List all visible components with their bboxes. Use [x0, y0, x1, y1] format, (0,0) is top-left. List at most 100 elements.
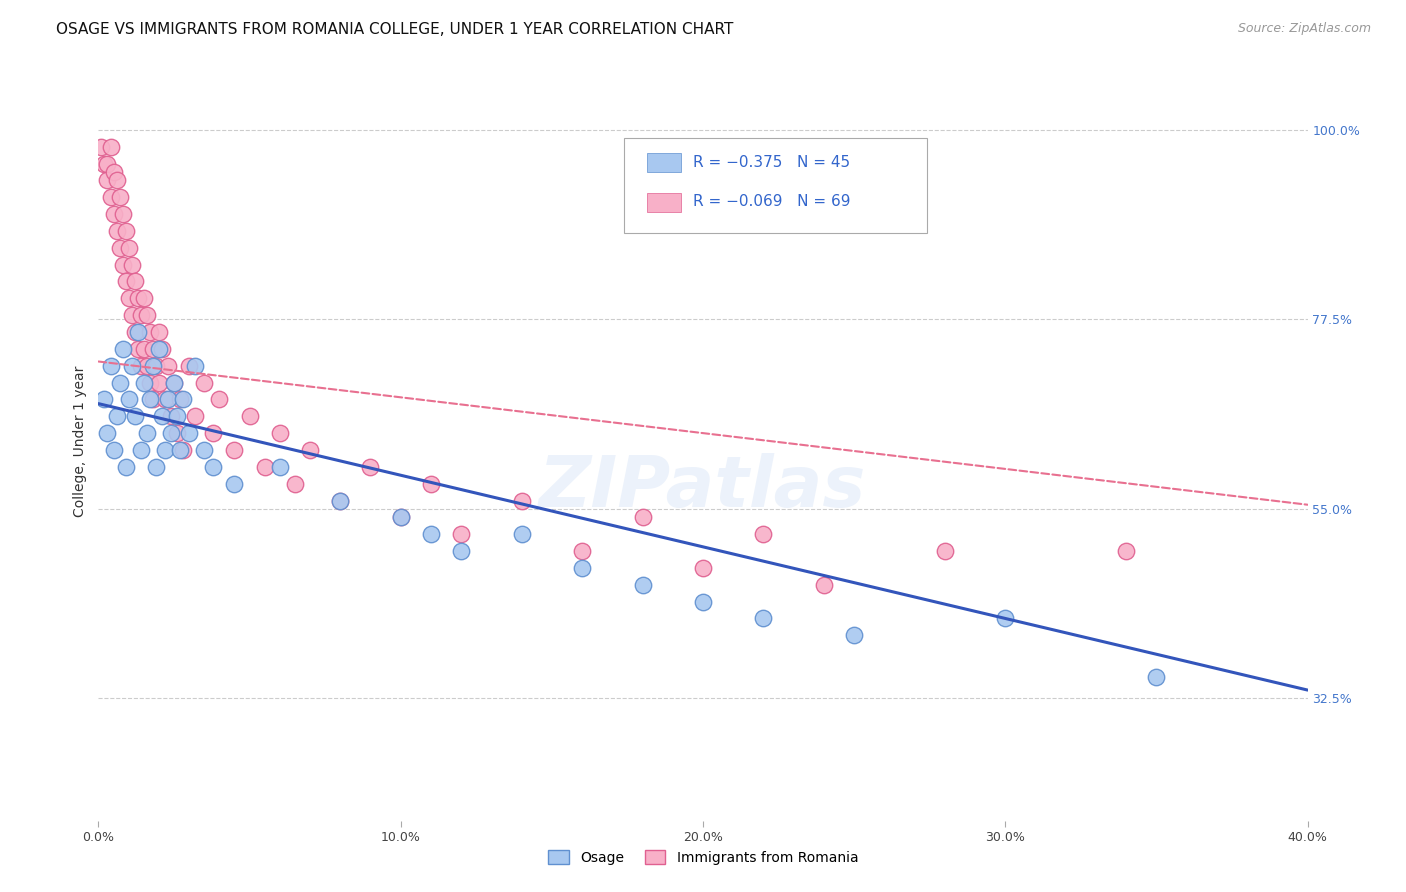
- Point: [129, 359, 152, 373]
- Point: [752, 611, 775, 625]
- Point: [145, 359, 167, 373]
- Point: [142, 342, 165, 356]
- Point: [163, 376, 186, 390]
- Point: [129, 442, 152, 457]
- Point: [208, 392, 231, 407]
- Point: [202, 459, 225, 474]
- Point: [193, 376, 215, 390]
- Point: [121, 359, 143, 373]
- Point: [114, 275, 136, 289]
- Point: [132, 376, 155, 390]
- Point: [150, 409, 173, 424]
- Text: Source: ZipAtlas.com: Source: ZipAtlas.com: [1237, 22, 1371, 36]
- Point: [100, 139, 122, 153]
- Point: [571, 544, 593, 558]
- Point: [124, 325, 146, 339]
- Point: [96, 173, 118, 187]
- Point: [299, 442, 322, 457]
- Point: [269, 459, 291, 474]
- Point: [160, 426, 183, 441]
- Point: [100, 190, 122, 204]
- Point: [103, 442, 125, 457]
- Point: [127, 291, 149, 305]
- Point: [142, 392, 165, 407]
- Point: [179, 426, 201, 441]
- Point: [752, 527, 775, 541]
- Point: [105, 224, 128, 238]
- Point: [156, 392, 179, 407]
- Point: [148, 325, 170, 339]
- Point: [127, 325, 149, 339]
- Point: [172, 442, 194, 457]
- Point: [284, 476, 307, 491]
- Point: [166, 409, 188, 424]
- Point: [145, 459, 167, 474]
- Point: [96, 426, 118, 441]
- Point: [169, 392, 191, 407]
- Point: [121, 258, 143, 272]
- FancyBboxPatch shape: [624, 138, 927, 233]
- Point: [93, 156, 115, 170]
- Point: [172, 392, 194, 407]
- Point: [510, 493, 533, 508]
- Point: [844, 628, 866, 642]
- Point: [153, 442, 176, 457]
- Point: [103, 165, 125, 179]
- Point: [329, 493, 352, 508]
- Point: [239, 409, 262, 424]
- Point: [96, 156, 118, 170]
- Text: R = −0.375   N = 45: R = −0.375 N = 45: [693, 155, 851, 170]
- Point: [114, 459, 136, 474]
- Point: [631, 578, 654, 592]
- Point: [510, 527, 533, 541]
- Point: [129, 308, 152, 322]
- Point: [103, 207, 125, 221]
- Point: [184, 359, 207, 373]
- Point: [692, 594, 714, 608]
- Point: [100, 359, 122, 373]
- Point: [420, 476, 443, 491]
- Point: [150, 342, 173, 356]
- Point: [124, 275, 146, 289]
- Point: [202, 426, 225, 441]
- Point: [360, 459, 382, 474]
- Point: [118, 241, 141, 255]
- Point: [420, 527, 443, 541]
- Point: [108, 190, 131, 204]
- Point: [111, 342, 134, 356]
- Point: [111, 207, 134, 221]
- Legend: Osage, Immigrants from Romania: Osage, Immigrants from Romania: [543, 845, 863, 871]
- Y-axis label: College, Under 1 year: College, Under 1 year: [73, 366, 87, 517]
- Point: [118, 392, 141, 407]
- Point: [132, 291, 155, 305]
- Point: [571, 561, 593, 575]
- Point: [184, 409, 207, 424]
- Point: [224, 442, 246, 457]
- Text: R = −0.069   N = 69: R = −0.069 N = 69: [693, 194, 851, 210]
- Point: [148, 342, 170, 356]
- Point: [269, 426, 291, 441]
- Point: [118, 291, 141, 305]
- Point: [142, 359, 165, 373]
- Point: [105, 409, 128, 424]
- Point: [253, 459, 276, 474]
- Point: [127, 342, 149, 356]
- Point: [169, 442, 191, 457]
- Point: [389, 510, 412, 524]
- Point: [692, 561, 714, 575]
- Point: [450, 527, 472, 541]
- Point: [135, 308, 157, 322]
- Text: OSAGE VS IMMIGRANTS FROM ROMANIA COLLEGE, UNDER 1 YEAR CORRELATION CHART: OSAGE VS IMMIGRANTS FROM ROMANIA COLLEGE…: [56, 22, 734, 37]
- Point: [193, 442, 215, 457]
- Point: [108, 376, 131, 390]
- Point: [124, 409, 146, 424]
- Point: [163, 376, 186, 390]
- Point: [631, 510, 654, 524]
- Point: [934, 544, 956, 558]
- Point: [1144, 670, 1167, 684]
- Point: [994, 611, 1017, 625]
- Point: [139, 325, 162, 339]
- Point: [813, 578, 835, 592]
- Point: [139, 392, 162, 407]
- Point: [135, 426, 157, 441]
